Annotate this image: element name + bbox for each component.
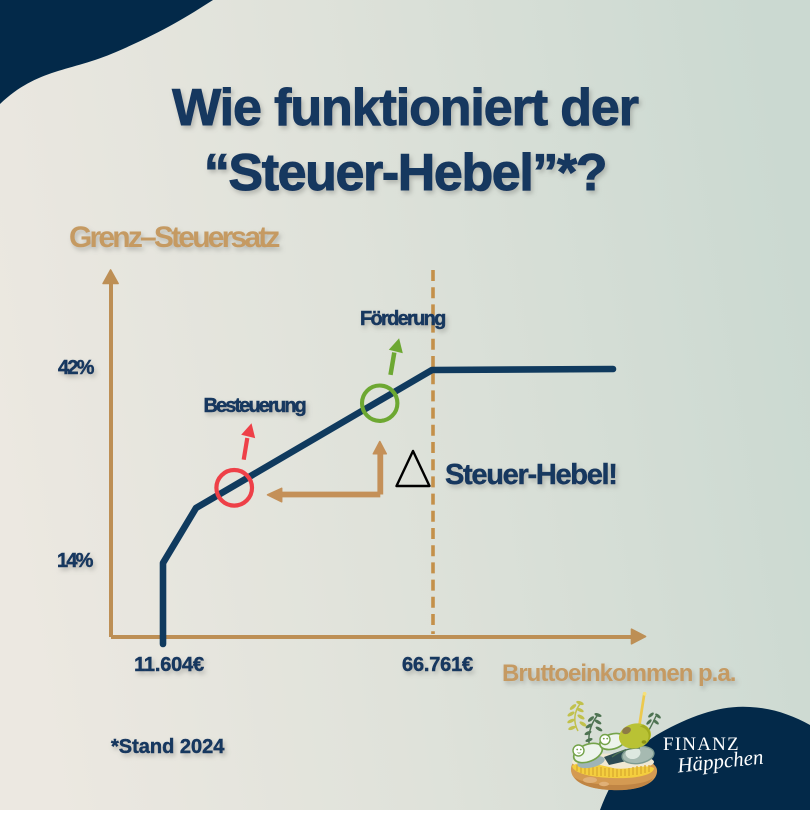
svg-text:Wie funktioniert der: Wie funktioniert der	[172, 79, 639, 137]
svg-text:42%: 42%	[58, 357, 95, 379]
svg-text:“Steuer-Hebel”*?: “Steuer-Hebel”*?	[204, 144, 606, 202]
svg-text:Förderung: Förderung	[360, 308, 445, 330]
svg-text:*Stand 2024: *Stand 2024	[111, 736, 225, 758]
svg-text:Bruttoeinkommen p.a.: Bruttoeinkommen p.a.	[502, 660, 736, 687]
svg-text:11.604€: 11.604€	[134, 654, 204, 676]
svg-text:Steuer-Hebel!: Steuer-Hebel!	[445, 459, 617, 491]
svg-text:66.761€: 66.761€	[402, 654, 473, 676]
svg-text:14%: 14%	[57, 550, 94, 572]
svg-text:Besteuerung: Besteuerung	[204, 395, 306, 417]
svg-text:FINANZ: FINANZ	[663, 734, 740, 755]
svg-text:Grenz–Steuersatz: Grenz–Steuersatz	[69, 221, 279, 254]
